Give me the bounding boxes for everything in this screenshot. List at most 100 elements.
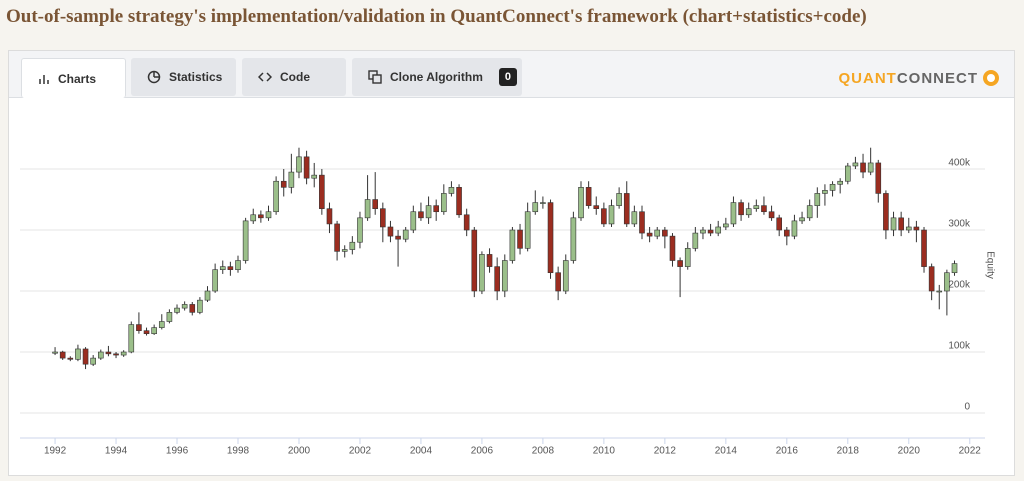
icon [258,72,272,82]
x-tick-label: 2018 [837,446,860,457]
candle-body [944,272,950,292]
candle-body [768,211,775,219]
candle-body [791,220,798,237]
candle-body [951,263,958,274]
candle-body [662,229,668,237]
candle-body [623,193,630,225]
candle-body [844,165,851,182]
x-tick-label: 1998 [227,446,250,457]
tab[interactable]: Code [242,58,346,96]
candle-body [319,174,325,209]
candle-body [921,229,927,267]
candle-body [280,180,287,188]
tab[interactable]: Charts [21,58,126,98]
candle-body [570,217,577,261]
candle-body [372,199,379,209]
candle-body [151,327,157,335]
x-tick-label: 1992 [44,446,67,457]
candle-body [418,211,424,219]
candle-body [463,214,470,231]
candle-body [357,217,363,243]
candle-body [486,254,493,267]
candle-body [136,324,142,331]
candle-body [883,193,889,231]
candle-body [75,348,81,360]
x-tick-label: 2006 [471,446,494,457]
x-tick-label: 2016 [776,446,799,457]
candle-body [700,229,706,234]
candle-body [898,217,904,231]
x-tick-label: 2020 [898,446,921,457]
candle-body [174,307,180,313]
x-tick-label: 2000 [288,446,311,457]
candle-body [875,162,882,194]
candle-body [829,183,836,191]
candle-body [204,290,211,301]
candle-body [212,269,218,292]
candle-body [258,214,264,219]
x-tick-label: 1996 [166,446,189,457]
candle-body [296,156,302,173]
candle-body [59,351,66,359]
tab-label: Clone Algorithm [390,70,483,84]
candle-body [562,260,569,292]
tab-label: Code [280,70,310,84]
candle-body [128,324,135,353]
x-tick-label: 2010 [593,446,616,457]
candle-body [181,304,188,309]
candle-body [723,223,729,228]
x-tick-label: 1994 [105,446,128,457]
x-tick-label: 2008 [532,446,555,457]
candle-body [707,229,714,234]
candle-body [585,187,592,206]
candle-body [97,351,104,359]
logo: QUANT CONNECT [839,69,1001,87]
icon [147,70,161,84]
candle-body [364,199,371,219]
candle-body [852,162,859,167]
logo-text: QUANT [838,69,897,87]
candle-body [517,229,523,249]
candle-body [402,229,409,240]
candle-body [143,330,150,335]
candle-body [555,272,561,292]
candle-body [326,208,333,225]
candle-body [67,357,74,360]
candle-body [189,304,196,313]
page-title: Out-of-sample strategy's implementation/… [6,6,867,27]
candle-body [715,226,722,234]
candle-body [593,205,600,209]
candle-body [608,205,615,225]
tab[interactable]: Statistics [131,58,236,96]
candle-body [219,266,226,270]
candle-body [677,260,683,267]
candle-body [669,235,676,261]
candle-body [654,229,661,237]
candle-body [288,171,295,188]
candle-body [684,248,691,267]
candle-body [806,205,813,219]
candle-body [242,220,249,261]
candle-body [646,232,653,237]
panel: Charts Statistics Code Clone Algorithm 0 … [8,50,1015,476]
candle-body [197,299,203,313]
candle-body [456,187,462,216]
candle-body [784,229,790,237]
candle-body [776,217,782,231]
tab-label: Charts [58,71,97,86]
candle-body [90,357,96,365]
candle-body [273,180,279,213]
tab[interactable]: Clone Algorithm 0 [352,58,522,96]
candle-body [105,351,112,355]
candle-body [837,180,843,185]
y-tick-label: 0 [964,402,970,413]
candle-body [448,187,455,194]
candle-body [501,260,508,292]
candle-body [860,162,866,173]
candle-body [890,217,897,231]
candle-body [494,266,500,292]
candle-body [540,202,546,204]
candle-body [814,193,821,206]
candle-body [753,205,760,209]
candle-body [639,211,645,234]
